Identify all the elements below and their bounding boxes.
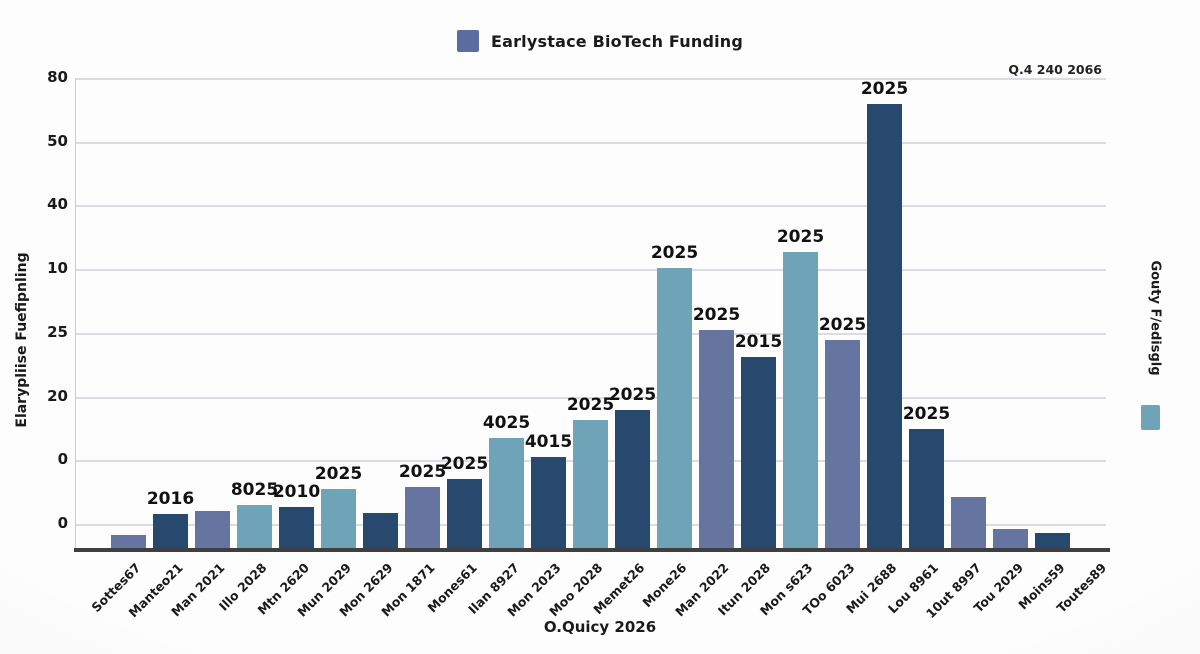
bar-value-label: 2025: [776, 227, 825, 248]
bar-value-label: 2025: [692, 305, 741, 326]
bar-value-label: 2025: [566, 395, 615, 416]
bar: 4025: [483, 413, 530, 550]
y-tick-label: 0: [57, 514, 68, 533]
gridline: [76, 332, 1106, 335]
bar: 8025: [231, 480, 278, 550]
right-legend-swatch-icon: [1141, 405, 1160, 430]
y-tick-label: 80: [47, 68, 68, 86]
bar: [195, 510, 230, 550]
bar: 2025: [609, 385, 656, 550]
gridline: [76, 205, 1106, 208]
bar: [1035, 533, 1070, 550]
bar-value-label: 4025: [482, 413, 531, 434]
bar-value-label: 2025: [398, 462, 447, 483]
bar-value-label: 8025: [230, 480, 279, 501]
bar: 2025: [777, 227, 824, 550]
chart-title-row: Earlystace BioTech Funding: [0, 30, 1200, 52]
gridline: [76, 269, 1106, 272]
bar: 2025: [651, 243, 698, 550]
bar-value-label: 2025: [608, 384, 657, 405]
bar-value-label: 2015: [734, 331, 783, 352]
bar-value-label: 2025: [902, 404, 951, 425]
bar-value-label: 2025: [650, 243, 699, 264]
chart-title: Earlystace BioTech Funding: [490, 31, 744, 51]
bar-value-label: 2025: [818, 314, 867, 335]
top-right-annotation: Q.4 240 2066: [1008, 62, 1102, 77]
y-tick-label: 25: [47, 322, 68, 341]
bar: 2010: [273, 482, 320, 550]
bar: 2025: [903, 404, 950, 550]
bar: 2025: [861, 79, 908, 550]
bar: [993, 529, 1028, 550]
bar-value-label: 2025: [314, 464, 363, 485]
right-y-axis-title: Gouty F/edisglg: [1147, 260, 1163, 376]
gridline: [76, 396, 1106, 399]
bar-value-label: 2010: [272, 482, 321, 503]
bar: 2016: [147, 489, 194, 550]
plot-area: 80 50 40 10 25 20 0 0 2016 8025 2010 2025 2025 2025 4…: [47, 68, 1110, 621]
bar-value-label: 2025: [860, 78, 909, 99]
bar: [111, 534, 146, 550]
bar-value-label: 2025: [440, 454, 489, 475]
gridline: [76, 141, 1106, 144]
y-tick-label: 20: [47, 386, 68, 405]
bar: 2025: [441, 454, 488, 550]
x-axis-title: O.Quicy 2026: [543, 618, 657, 636]
x-axis-baseline: [74, 548, 1110, 552]
bar: 2025: [399, 462, 446, 550]
bar: 2025: [819, 315, 866, 550]
y-tick-label: 50: [47, 131, 68, 150]
bar: [951, 497, 986, 550]
y-tick-label: 10: [47, 259, 68, 278]
gridline: [76, 78, 1106, 80]
bar-value-label: 2016: [146, 489, 195, 510]
title-legend-swatch-icon: [456, 30, 479, 52]
bar-value-label: 4015: [524, 432, 573, 453]
y-tick-label: 0: [57, 450, 68, 469]
bar: 2025: [315, 464, 362, 550]
bar: [363, 513, 398, 550]
bar: 2025: [693, 305, 740, 550]
bar: 2025: [567, 395, 614, 550]
y-tick-label: 40: [47, 195, 68, 214]
bar: 4015: [525, 432, 572, 550]
bar: 2015: [735, 332, 782, 550]
